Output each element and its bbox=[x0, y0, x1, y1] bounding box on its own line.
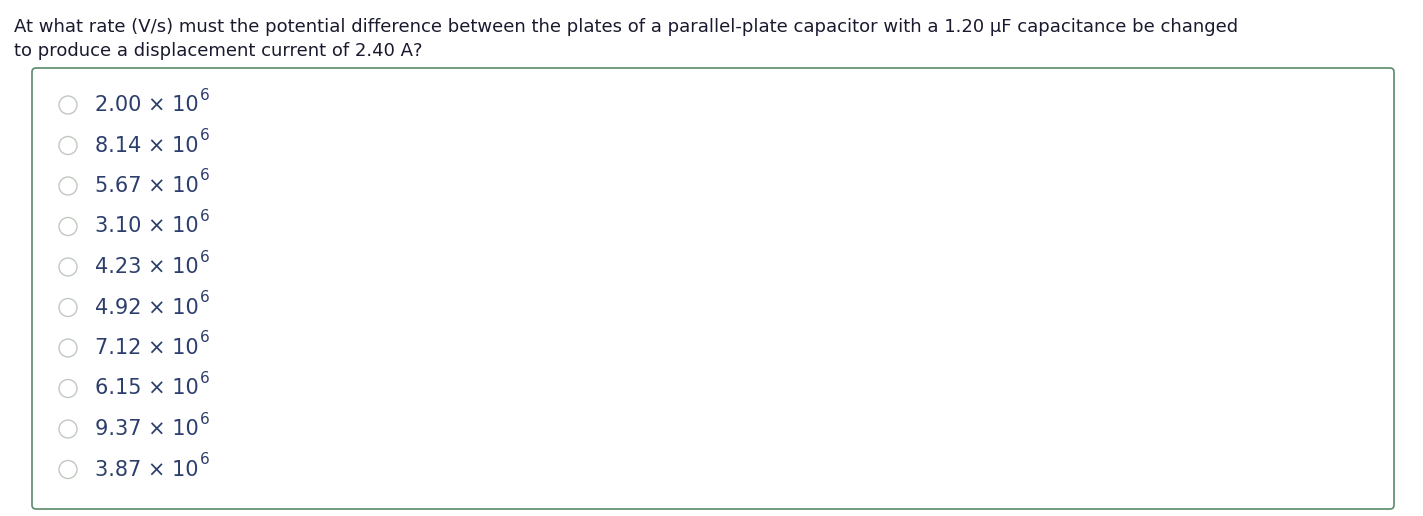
Circle shape bbox=[58, 218, 77, 235]
Text: 6: 6 bbox=[199, 411, 209, 427]
Text: 3.87 × 10: 3.87 × 10 bbox=[95, 460, 198, 479]
Text: 8.14 × 10: 8.14 × 10 bbox=[95, 136, 198, 155]
Text: 6: 6 bbox=[199, 250, 209, 265]
Text: 6: 6 bbox=[199, 209, 209, 224]
Text: At what rate (V/s) must the potential difference between the plates of a paralle: At what rate (V/s) must the potential di… bbox=[14, 18, 1238, 36]
Circle shape bbox=[58, 298, 77, 316]
Circle shape bbox=[58, 339, 77, 357]
Circle shape bbox=[58, 460, 77, 478]
Circle shape bbox=[58, 137, 77, 154]
Circle shape bbox=[58, 420, 77, 438]
Text: 6: 6 bbox=[199, 452, 209, 467]
Text: 6: 6 bbox=[199, 88, 209, 103]
Circle shape bbox=[58, 258, 77, 276]
Text: 3.10 × 10: 3.10 × 10 bbox=[95, 217, 199, 236]
Text: to produce a displacement current of 2.40 A?: to produce a displacement current of 2.4… bbox=[14, 42, 423, 60]
Text: 6: 6 bbox=[199, 290, 209, 305]
Text: 4.23 × 10: 4.23 × 10 bbox=[95, 257, 199, 277]
Circle shape bbox=[58, 379, 77, 397]
Text: 7.12 × 10: 7.12 × 10 bbox=[95, 338, 199, 358]
Text: 2.00 × 10: 2.00 × 10 bbox=[95, 95, 199, 115]
Text: 6: 6 bbox=[199, 371, 209, 386]
Text: 9.37 × 10: 9.37 × 10 bbox=[95, 419, 199, 439]
Text: 6: 6 bbox=[199, 169, 209, 184]
Circle shape bbox=[58, 177, 77, 195]
Text: 6.15 × 10: 6.15 × 10 bbox=[95, 379, 199, 398]
Text: 5.67 × 10: 5.67 × 10 bbox=[95, 176, 199, 196]
Text: 4.92 × 10: 4.92 × 10 bbox=[95, 298, 199, 317]
FancyBboxPatch shape bbox=[31, 68, 1395, 509]
Text: 6: 6 bbox=[199, 331, 209, 346]
Circle shape bbox=[58, 96, 77, 114]
Text: 6: 6 bbox=[199, 128, 209, 143]
